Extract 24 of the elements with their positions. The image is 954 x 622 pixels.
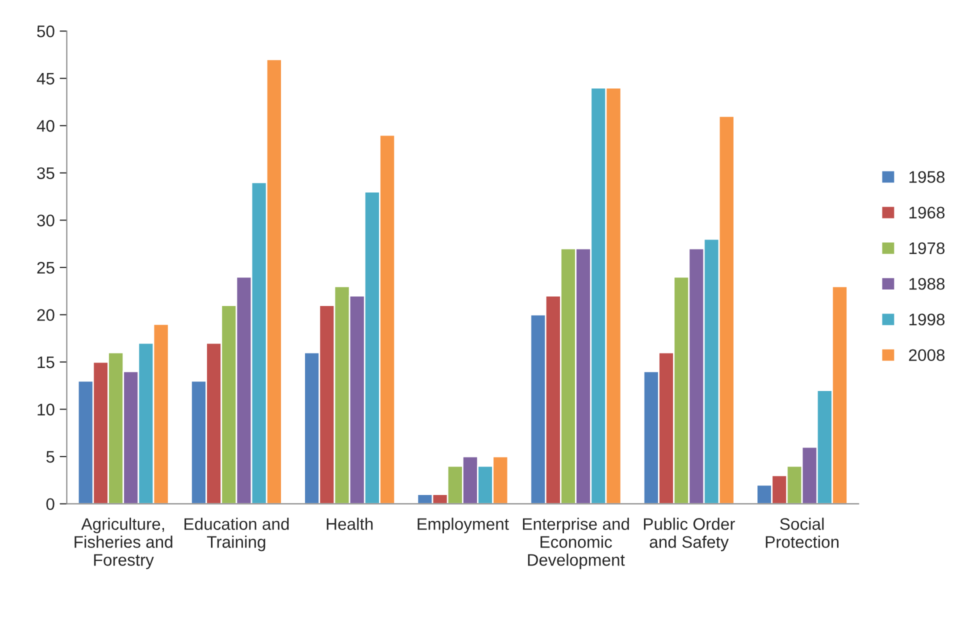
legend-label: 1978 <box>909 242 945 254</box>
y-tick-label: 50 <box>37 26 54 38</box>
x-tick-label: Health <box>326 518 373 530</box>
y-tick-label: 40 <box>36 120 54 132</box>
y-tick-label: 45 <box>36 72 54 85</box>
legend-label: 2008 <box>909 349 945 362</box>
y-tick-label: 35 <box>37 167 54 180</box>
x-tick-label: Education and Training <box>184 518 289 552</box>
y-tick-label: 20 <box>37 309 54 321</box>
legend-label: 1998 <box>909 314 945 326</box>
x-tick-label: Agriculture, Fisheries and Forestry <box>74 518 172 570</box>
x-tick-label: Enterprise and Economic Development <box>522 518 629 570</box>
x-tick-label: Social Protection <box>766 518 838 548</box>
legend-label: 1988 <box>909 278 945 290</box>
x-tick-label: Employment <box>418 518 509 534</box>
y-tick-label: 30 <box>37 214 54 226</box>
y-tick-label: 25 <box>37 262 54 274</box>
y-tick-label: 0 <box>46 498 54 510</box>
y-tick-label: 15 <box>38 356 54 368</box>
x-tick-label: Public Order and Safety <box>644 518 735 552</box>
legend-label: 1968 <box>909 206 945 219</box>
y-tick-label: 10 <box>38 404 54 416</box>
y-tick-label: 5 <box>46 451 54 463</box>
legend-label: 1958 <box>909 171 945 183</box>
